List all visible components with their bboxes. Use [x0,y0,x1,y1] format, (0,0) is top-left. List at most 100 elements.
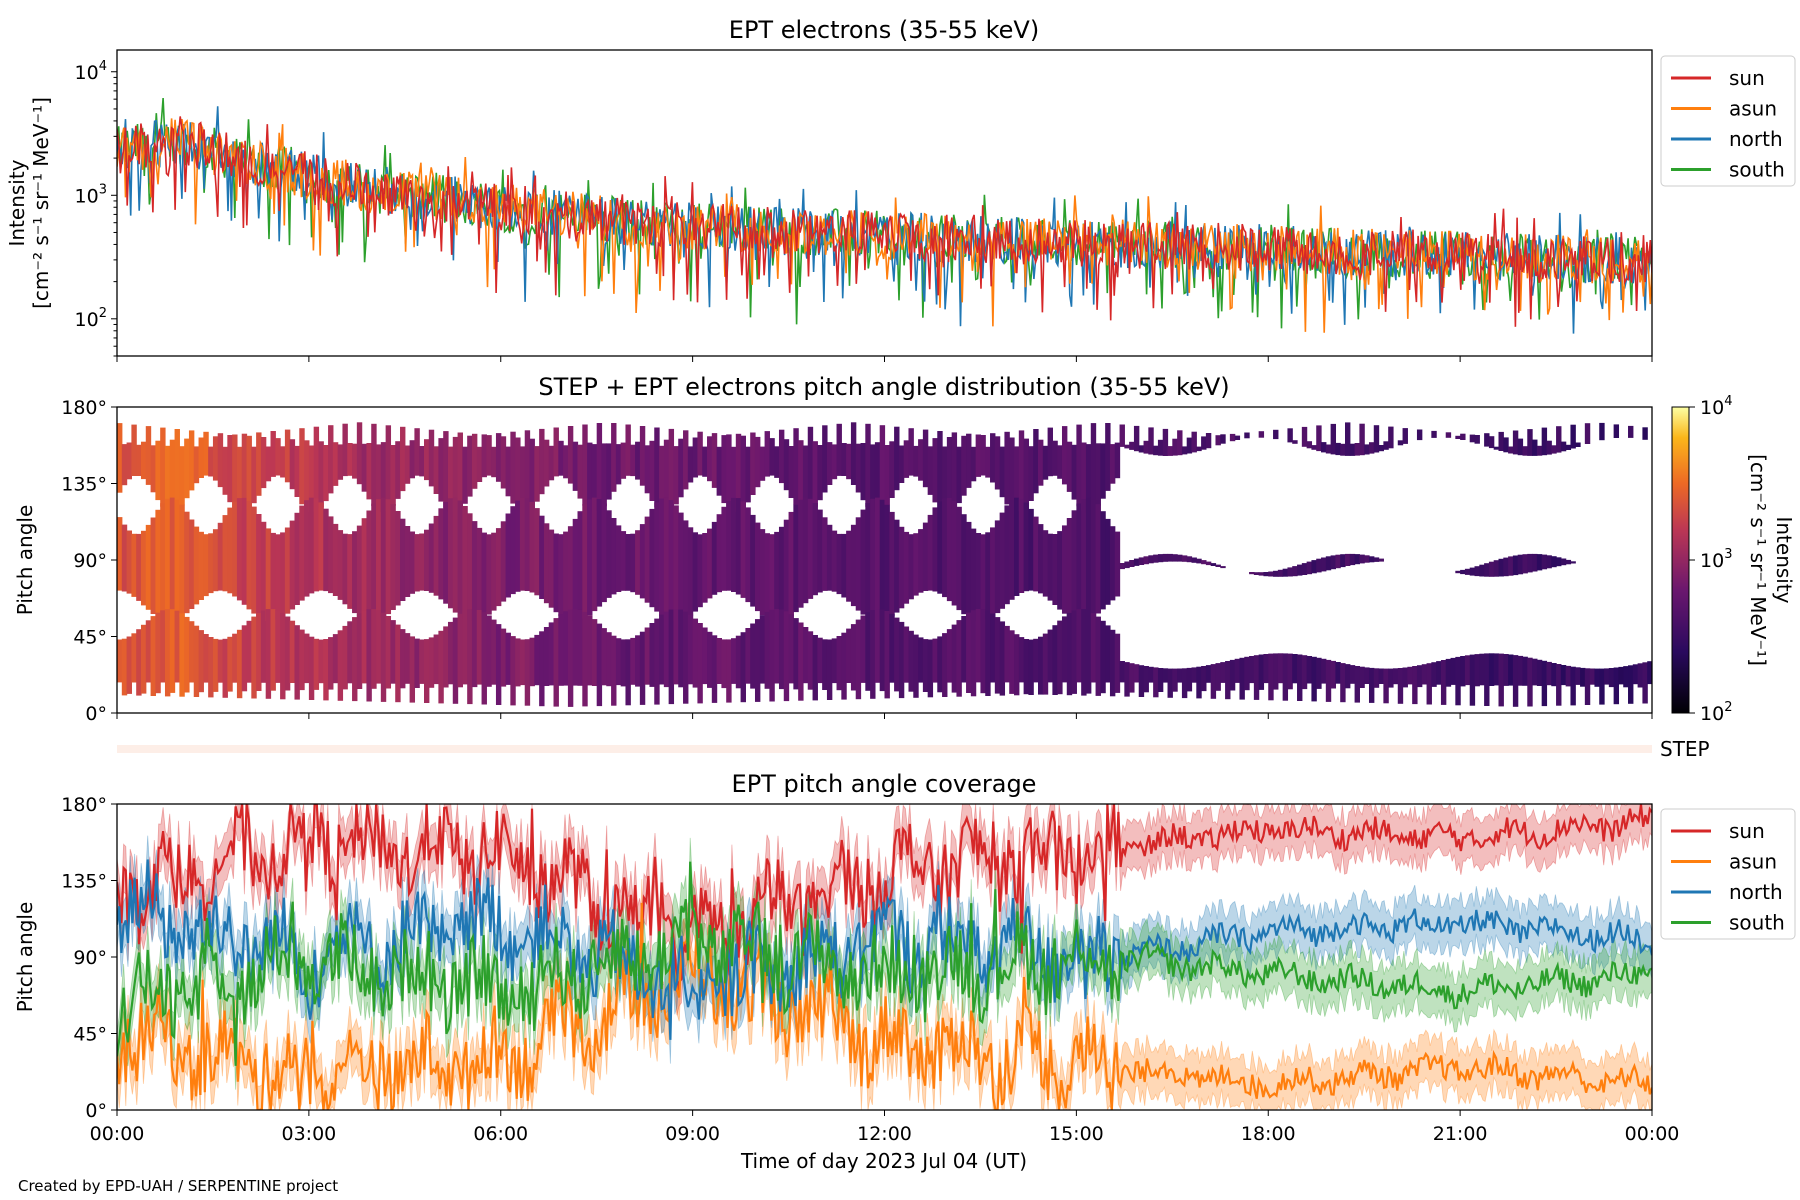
heatmap-cell [884,504,890,620]
heatmap-cell [1368,442,1375,454]
heatmap-cell [481,434,487,478]
heatmap-cell [208,446,214,477]
heatmap-cell [1277,569,1284,577]
heatmap-cell [1095,443,1101,506]
heatmap-cell [1527,657,1533,707]
heatmap-cell [1210,563,1217,566]
credit-footer: Created by EPD-UAH / SERPENTINE project [18,1177,338,1195]
heatmap-cell [980,534,986,621]
heatmap-cell [352,617,358,702]
heatmap-cell [1373,557,1380,562]
heatmap-cell [1004,505,1010,605]
heatmap-cell [1594,668,1600,687]
heatmap-cell [376,444,382,511]
heatmap-cell [1153,554,1159,563]
heatmap-cell [347,534,353,609]
pad-y-label: Pitch angle [13,505,37,616]
legend-label-south: south [1729,911,1785,935]
intensity-series-lines [117,97,1652,334]
heatmap-cell [999,446,1006,498]
heatmap-cell [1042,633,1049,695]
colorbar-ticks: 102 103 104 [1689,394,1732,725]
heatmap-cell [812,503,818,596]
heatmap-cell [1311,560,1317,574]
heatmap-cell [1570,666,1576,706]
heatmap-cell [1608,668,1615,688]
heatmap-cell [1464,568,1471,575]
heatmap-cell [136,629,142,696]
heatmap-cell [831,444,838,480]
heatmap-cell [668,428,675,510]
coverage-series-lines [117,804,1652,1110]
heatmap-cell [275,534,281,620]
heatmap-cell [308,445,315,513]
heatmap-cell [1018,637,1025,683]
heatmap-cell [1527,553,1533,573]
heatmap-cell [1474,566,1480,577]
heatmap-cell [155,612,161,694]
heatmap-cell [1306,561,1313,575]
heatmap-cell [227,507,233,594]
heatmap-cell [1263,572,1269,577]
heatmap-cell [1556,426,1562,453]
heatmap-cell [390,445,396,506]
heatmap-cell [140,624,147,694]
heatmap-cell [1522,446,1528,456]
heatmap-cell [1445,658,1452,687]
heatmap-cell [922,429,929,488]
heatmap-cell [1464,655,1471,686]
heatmap-cell [601,443,607,507]
heatmap-cell [428,429,435,487]
heatmap-cell [1205,433,1212,449]
heatmap-cell [227,435,233,503]
heatmap-cell [400,629,406,689]
heatmap-cell [486,435,492,476]
heatmap-cell [774,531,780,622]
heatmap-cell [1028,508,1034,591]
heatmap-cell [961,435,967,496]
heatmap-cell [1177,430,1183,456]
heatmap-cell [467,435,473,497]
heatmap-cell [515,437,521,510]
heatmap-cell [294,512,300,605]
heatmap-cell [447,621,454,685]
heatmap-cell [1392,668,1399,685]
heatmap-cell [649,440,655,501]
heatmap-cell [1628,425,1634,438]
heatmap-cell [870,498,876,621]
heatmap-cell [1038,636,1044,695]
heatmap-cell [601,628,607,686]
heatmap-cell [990,527,996,617]
heatmap-cell [1474,654,1480,687]
heatmap-cell [539,428,545,495]
heatmap-cell [1186,556,1193,563]
heatmap-cell [1282,568,1289,577]
heatmap-cell [424,639,430,703]
heatmap-cell [980,435,986,476]
heatmap-cell [1321,442,1327,453]
heatmap-cell [1359,666,1365,688]
heatmap-cell [778,526,785,621]
heatmap-cell [1071,444,1077,500]
heatmap-cell [476,446,483,482]
heatmap-cell [524,430,531,512]
heatmap-cell [1354,666,1360,703]
x-tick-label: 15:00 [1049,1123,1104,1145]
heatmap-cell [687,446,694,483]
heatmap-cell [1061,616,1068,683]
heatmap-cell [409,531,416,594]
heatmap-cell [385,425,392,511]
heatmap-cell [400,518,406,601]
heatmap-cell [121,524,128,592]
heatmap-cell [898,621,905,699]
heatmap-cell [275,610,281,683]
heatmap-cell [1546,661,1552,686]
y-tick-label: 90° [73,947,107,969]
legend-label-asun: asun [1729,97,1777,121]
heatmap-cell [1364,667,1370,684]
heatmap-cell [500,628,507,687]
heatmap-cell [136,533,142,601]
heatmap-cell [1057,620,1063,695]
heatmap-cell [1368,667,1375,703]
heatmap-cell [553,618,559,707]
